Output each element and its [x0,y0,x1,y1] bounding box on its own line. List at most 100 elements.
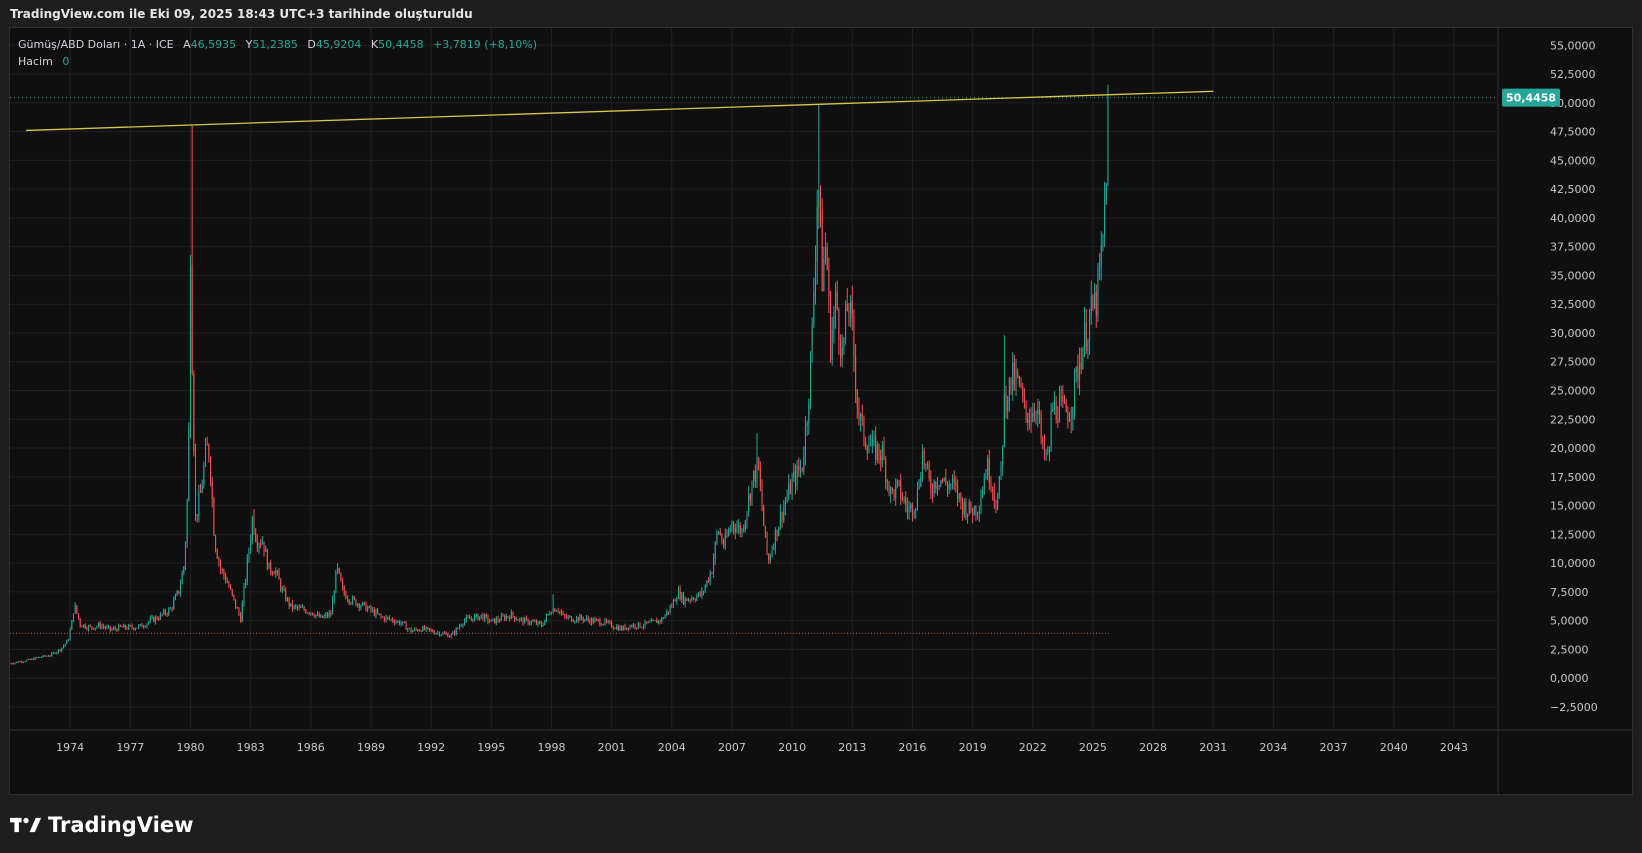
candle-body [428,628,430,630]
candle-body [14,662,16,664]
price-chart[interactable]: 55,0000 52,5000 50,0000 47,5000 45,0000 42,50… [10,28,1634,796]
tradingview-brand[interactable]: TradingView [10,813,193,837]
candle-body [534,621,536,623]
candle-body [303,607,305,611]
time-tick-label: 2031 [1199,741,1227,754]
candle-body [118,625,120,631]
candle-body [403,621,405,623]
candle-body [193,373,195,452]
candle-body [348,599,350,603]
candle-body [293,605,295,609]
candle-body [387,616,389,618]
candle-body [338,568,340,574]
time-tick-label: 2022 [1019,741,1047,754]
price-tick-label: 15,0000 [1550,500,1596,513]
candle-body [134,628,136,630]
candle-body [1048,450,1050,452]
candle-body [12,663,14,665]
candle-body [920,477,922,486]
price-tick-label: 32,5000 [1550,298,1596,311]
candle-body [771,548,773,557]
candle-body [557,610,559,612]
candle-body [42,655,44,657]
candle-body [1008,377,1010,402]
time-tick-label: 1983 [237,741,265,754]
candle-body [320,615,322,618]
candle-body [672,600,674,607]
candle-body [455,628,457,634]
candle-body [285,590,287,601]
candle-body [525,617,527,619]
candle-body [109,626,111,631]
candle-body [1030,420,1032,422]
candle-body [799,467,801,471]
candle-body [1025,402,1027,414]
candle-body [123,624,125,628]
candle-body [746,511,748,522]
candle-body [278,571,280,580]
chart-pane[interactable]: 55,0000 52,5000 50,0000 47,5000 45,0000 42,50… [9,27,1634,796]
candle-body [656,620,658,624]
candle-body [256,540,258,548]
candle-body [169,608,171,610]
candle-body [559,611,561,613]
candle-body [311,612,314,615]
candle-body [763,507,765,526]
grid-lines [10,28,1498,730]
symbol-name[interactable]: Gümüş/ABD Doları · 1A · ICE [18,38,174,51]
candle-body [581,615,583,619]
candle-body [144,626,146,628]
candle-body [146,623,148,627]
candle-body [1028,420,1030,423]
close-value: 50,4458 [378,38,424,51]
price-tick-label: −2,5000 [1550,701,1598,714]
candle-body [96,626,98,628]
candle-body [216,550,218,559]
candle-body [706,580,708,586]
candle-body [1023,397,1025,403]
price-tick-label: 35,0000 [1550,269,1596,282]
candle-body [667,611,669,613]
candle-body [811,323,813,352]
candle-body [270,562,272,573]
candle-body [492,618,494,620]
candle-body [838,308,840,341]
candle-body [728,530,730,536]
last-price-badge [1502,88,1560,107]
candle-body [946,484,949,490]
candle-body [824,246,827,260]
candle-body [629,625,631,630]
time-tick-label: 2019 [959,741,987,754]
candle-body [587,617,589,621]
candle-body [1067,411,1069,422]
candle-body [490,619,492,622]
candle-body [114,627,116,630]
candle-body [967,513,969,518]
candle-body [34,657,36,660]
candle-body [878,444,880,457]
candle-body [126,628,128,630]
volume-label[interactable]: Hacim [18,55,53,68]
candle-body [549,613,551,615]
candle-body [82,624,85,627]
candle-body [514,616,516,620]
candle-body [550,612,552,615]
candle-body [363,602,365,604]
candle-body [467,616,469,618]
candle-body [510,612,512,619]
candle-body [452,631,454,635]
candle-body [400,623,402,625]
candle-body [945,477,947,485]
candle-body [1107,97,1109,184]
time-tick-label: 2040 [1380,741,1408,754]
candle-body [995,501,997,510]
volume-row: Hacim 0 [18,53,537,70]
candle-body [1070,418,1072,420]
price-tick-label: 27,5000 [1550,356,1596,369]
candle-body [211,481,213,500]
candle-body [584,619,586,621]
candle-body [522,618,524,624]
candle-body [225,575,227,582]
time-tick-label: 2007 [718,741,746,754]
candle-body [654,620,656,622]
